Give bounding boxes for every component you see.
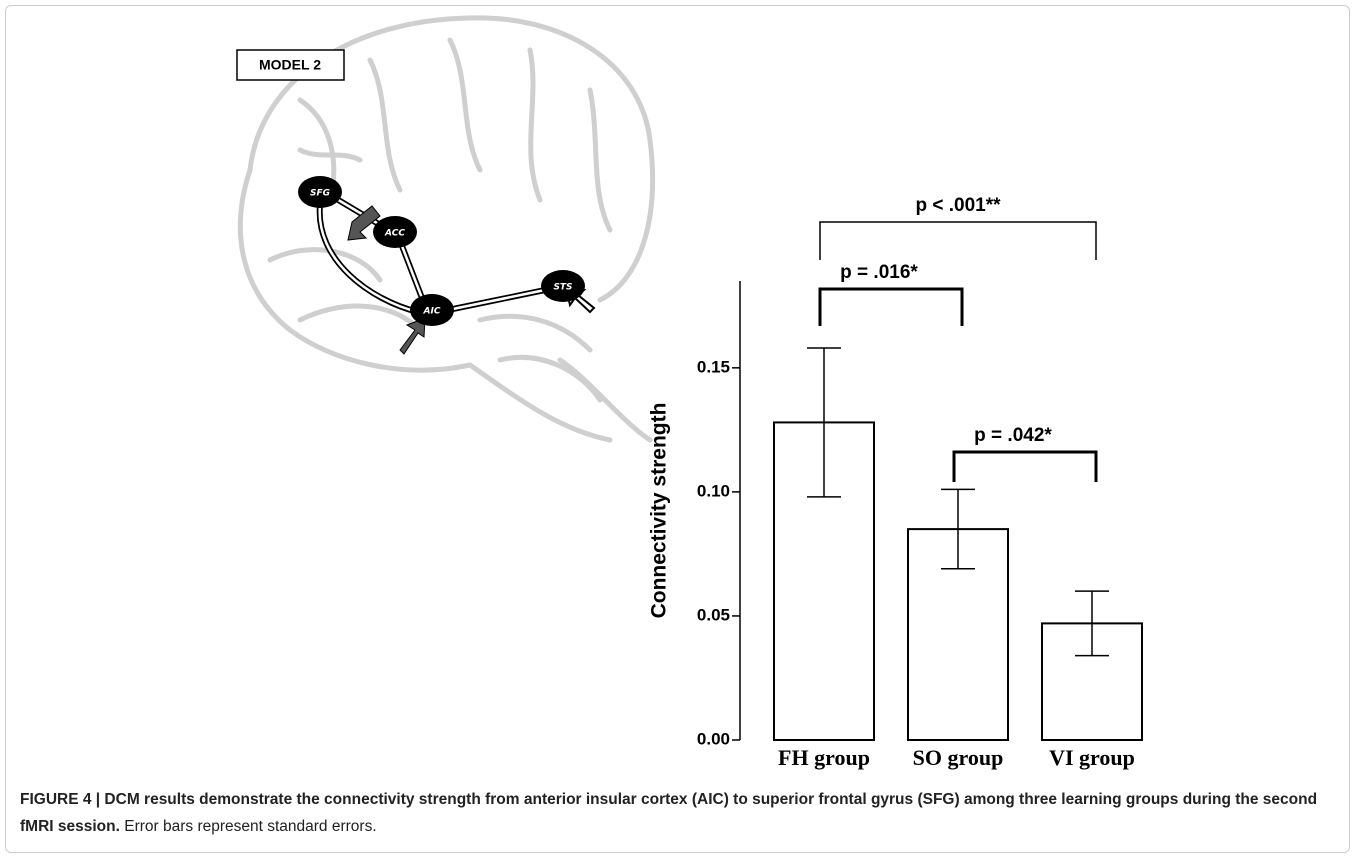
page: MODEL 2 SFG ACC AIC STS 0.00 0.05 0.10 0.15 Conn… xyxy=(0,0,1358,860)
x-tick-label: FH group xyxy=(778,745,870,770)
brain-outline xyxy=(240,18,652,440)
figure: MODEL 2 SFG ACC AIC STS 0.00 0.05 0.10 0.15 Conn… xyxy=(0,0,1358,780)
y-tick-label: 0.05 xyxy=(697,605,730,624)
significance-bracket xyxy=(820,289,962,326)
node-label: STS xyxy=(553,283,572,293)
model-label: MODEL 2 xyxy=(259,57,321,73)
y-tick-label: 0.10 xyxy=(697,481,730,500)
significance-label: p = .016* xyxy=(840,262,918,283)
node-label: SFG xyxy=(310,189,330,199)
caption-text: Error bars represent standard errors. xyxy=(124,818,376,835)
caption: FIGURE 4 | DCM results demonstrate the c… xyxy=(20,786,1340,840)
y-axis-label: Connectivity strength xyxy=(648,403,671,619)
y-tick-label: 0.15 xyxy=(697,357,730,376)
significance-bracket xyxy=(820,222,1096,260)
y-tick-label: 0.00 xyxy=(697,729,730,748)
x-tick-label: SO group xyxy=(913,745,1004,770)
node-label: AIC xyxy=(423,307,441,317)
significance-label: p = .042* xyxy=(974,425,1052,446)
significance-bracket xyxy=(954,452,1096,482)
x-tick-label: VI group xyxy=(1049,745,1135,770)
significance-label: p < .001** xyxy=(915,195,1001,216)
node-label: ACC xyxy=(384,229,405,239)
